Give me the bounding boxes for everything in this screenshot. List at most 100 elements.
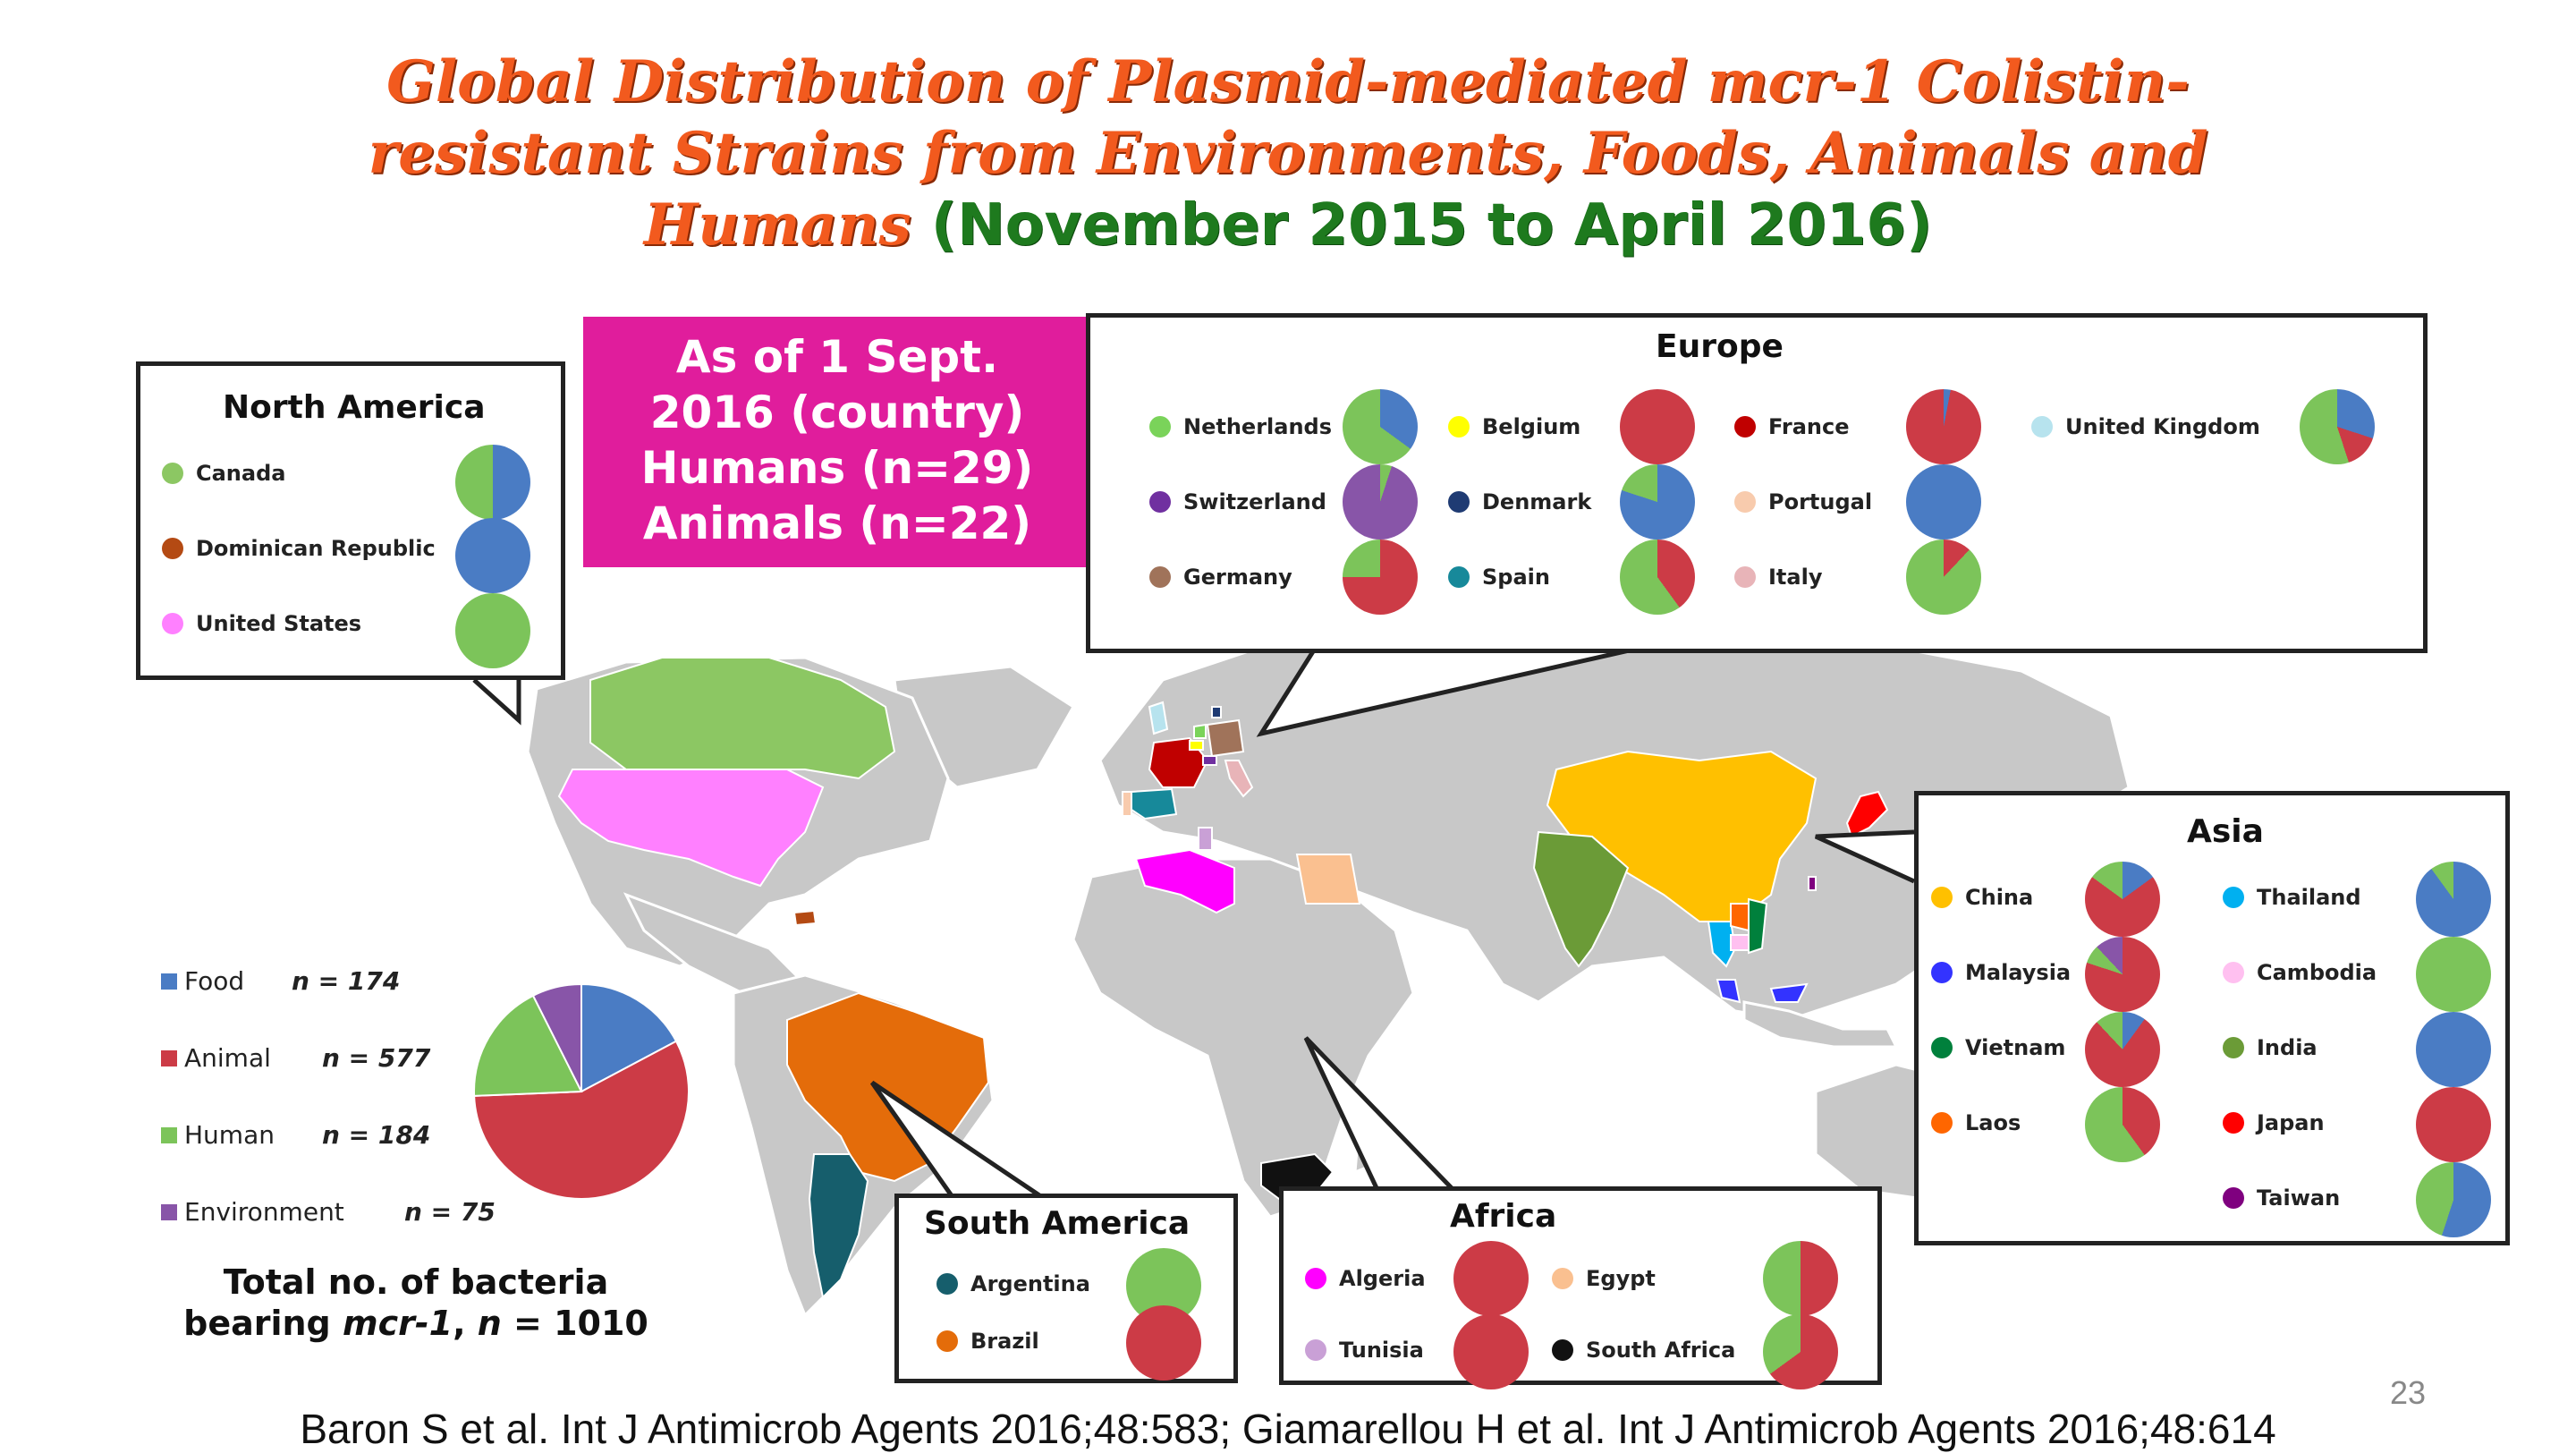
canada-label: Canada <box>196 461 286 486</box>
human-swatch <box>161 1126 177 1143</box>
laos-pie <box>2085 1087 2160 1162</box>
brazil-pie <box>1126 1305 1201 1381</box>
germany-pie <box>1343 540 1418 615</box>
legend-row-taiwan: Taiwan <box>2223 1171 2340 1225</box>
total-line-2-n: n <box>477 1304 502 1343</box>
overall-pie-slice-environment <box>531 982 582 1092</box>
food-count: n = 174 <box>292 966 401 996</box>
switzerland-label: Switzerland <box>1183 489 1326 514</box>
malaysia-pie <box>2085 937 2160 1012</box>
north-america-pointer <box>472 678 521 726</box>
south-america-pointer <box>869 1080 1044 1200</box>
belgium-swatch <box>1448 416 1470 438</box>
overall-pie-slice-animal <box>473 1040 690 1200</box>
thailand-label: Thailand <box>2257 885 2361 910</box>
india-swatch <box>2223 1037 2244 1058</box>
europe-box: Europe Netherlands Belgium France United… <box>1086 313 2428 653</box>
asia-title: Asia <box>2187 813 2264 850</box>
united-states-swatch <box>162 613 183 634</box>
algeria-label: Algeria <box>1339 1266 1426 1291</box>
africa-box: Africa Algeria Egypt Tunisia South Afric… <box>1279 1186 1882 1389</box>
algeria-pie <box>1453 1241 1529 1316</box>
overall-source-pie <box>473 982 690 1200</box>
banner-line-2: 2016 (country) <box>649 387 1025 438</box>
cambodia-pie <box>2416 937 2491 1012</box>
title-line-2: resistant Strains from Environments, Foo… <box>368 120 2208 187</box>
food-swatch <box>161 973 177 990</box>
page-number: 23 <box>2390 1374 2427 1411</box>
legend-row-thailand: Thailand <box>2223 871 2361 924</box>
denmark-label: Denmark <box>1482 489 1592 514</box>
netherlands-label: Netherlands <box>1183 414 1333 439</box>
spain-label: Spain <box>1482 565 1550 590</box>
total-line-1: Total no. of bacteria <box>223 1262 609 1302</box>
portugal-pie <box>1906 464 1981 540</box>
total-line-2-gene: mcr-1 <box>343 1304 453 1343</box>
india-shape <box>1532 830 1630 968</box>
belgium-label: Belgium <box>1482 414 1581 439</box>
taiwan-label: Taiwan <box>2257 1185 2341 1211</box>
algeria-shape <box>1134 848 1235 914</box>
legend-row-cambodia: Cambodia <box>2223 946 2377 999</box>
legend-row-vietnam: Vietnam <box>1931 1021 2065 1075</box>
food-label: Food <box>184 966 245 996</box>
legend-environment: Environment n = 75 <box>161 1197 496 1227</box>
overall-pie-slice-food <box>580 982 678 1093</box>
china-pie <box>2085 862 2160 937</box>
asia-box: Asia China Thailand Malaysia Cambodia Vi… <box>1914 791 2510 1245</box>
dominican-republic-swatch <box>162 538 183 559</box>
spain-pie <box>1620 540 1695 615</box>
tunisia-label: Tunisia <box>1339 1338 1424 1363</box>
denmark-swatch <box>1448 491 1470 513</box>
united-kingdom-label: United Kingdom <box>2065 414 2260 439</box>
spain-shape <box>1131 787 1178 820</box>
belgium-pie <box>1620 389 1695 464</box>
legend-row-argentina: Argentina <box>936 1257 1090 1311</box>
overall-pie-slice-human <box>473 994 583 1097</box>
animal-swatch <box>161 1049 177 1066</box>
canada-shape <box>589 657 896 780</box>
legend-row-spain: Spain <box>1448 550 1550 604</box>
legend-row-egypt: Egypt <box>1552 1252 1656 1305</box>
africa-pointer <box>1303 1036 1455 1192</box>
animal-label: Animal <box>184 1043 271 1073</box>
vietnam-pie <box>2085 1012 2160 1087</box>
south-america-title: South America <box>924 1205 1191 1242</box>
japan-label: Japan <box>2257 1110 2325 1135</box>
legend-row-algeria: Algeria <box>1305 1252 1426 1305</box>
dominican-republic-pie <box>455 518 530 593</box>
canada-swatch <box>162 463 183 484</box>
italy-label: Italy <box>1768 565 1823 590</box>
united-kingdom-swatch <box>2031 416 2053 438</box>
north-america-title: North America <box>223 389 486 426</box>
legend-animal: Animal n = 577 <box>161 1043 430 1073</box>
united-kingdom-shape <box>1148 701 1169 735</box>
germany-swatch <box>1149 566 1171 588</box>
legend-row-italy: Italy <box>1734 550 1822 604</box>
environment-label: Environment <box>184 1197 344 1227</box>
total-line-2-suffix: , <box>453 1304 478 1343</box>
legend-row-india: India <box>2223 1021 2318 1075</box>
argentina-swatch <box>936 1273 958 1295</box>
thailand-shape <box>1707 921 1737 968</box>
japan-pie <box>2416 1087 2491 1162</box>
legend-row-united-kingdom: United Kingdom <box>2031 400 2260 454</box>
japan-shape <box>1845 790 1889 838</box>
tunisia-swatch <box>1305 1339 1326 1361</box>
legend-row-tunisia: Tunisia <box>1305 1323 1424 1377</box>
egypt-shape <box>1295 854 1361 905</box>
legend-row-brazil: Brazil <box>936 1314 1039 1368</box>
vietnam-swatch <box>1931 1037 1953 1058</box>
indonesia-shape <box>1742 1000 1899 1049</box>
europe-title: Europe <box>1656 328 1784 365</box>
legend-row-belgium: Belgium <box>1448 400 1580 454</box>
environment-count: n = 75 <box>404 1197 496 1227</box>
switzerland-swatch <box>1149 491 1171 513</box>
total-line-2-prefix: bearing <box>183 1304 343 1343</box>
dominican-republic-shape <box>792 909 818 927</box>
taiwan-pie <box>2416 1162 2491 1237</box>
brazil-swatch <box>936 1330 958 1352</box>
total-line-2: bearing mcr-1, n = 1010 <box>170 1303 662 1344</box>
belgium-shape <box>1189 740 1204 751</box>
human-label: Human <box>184 1120 275 1150</box>
